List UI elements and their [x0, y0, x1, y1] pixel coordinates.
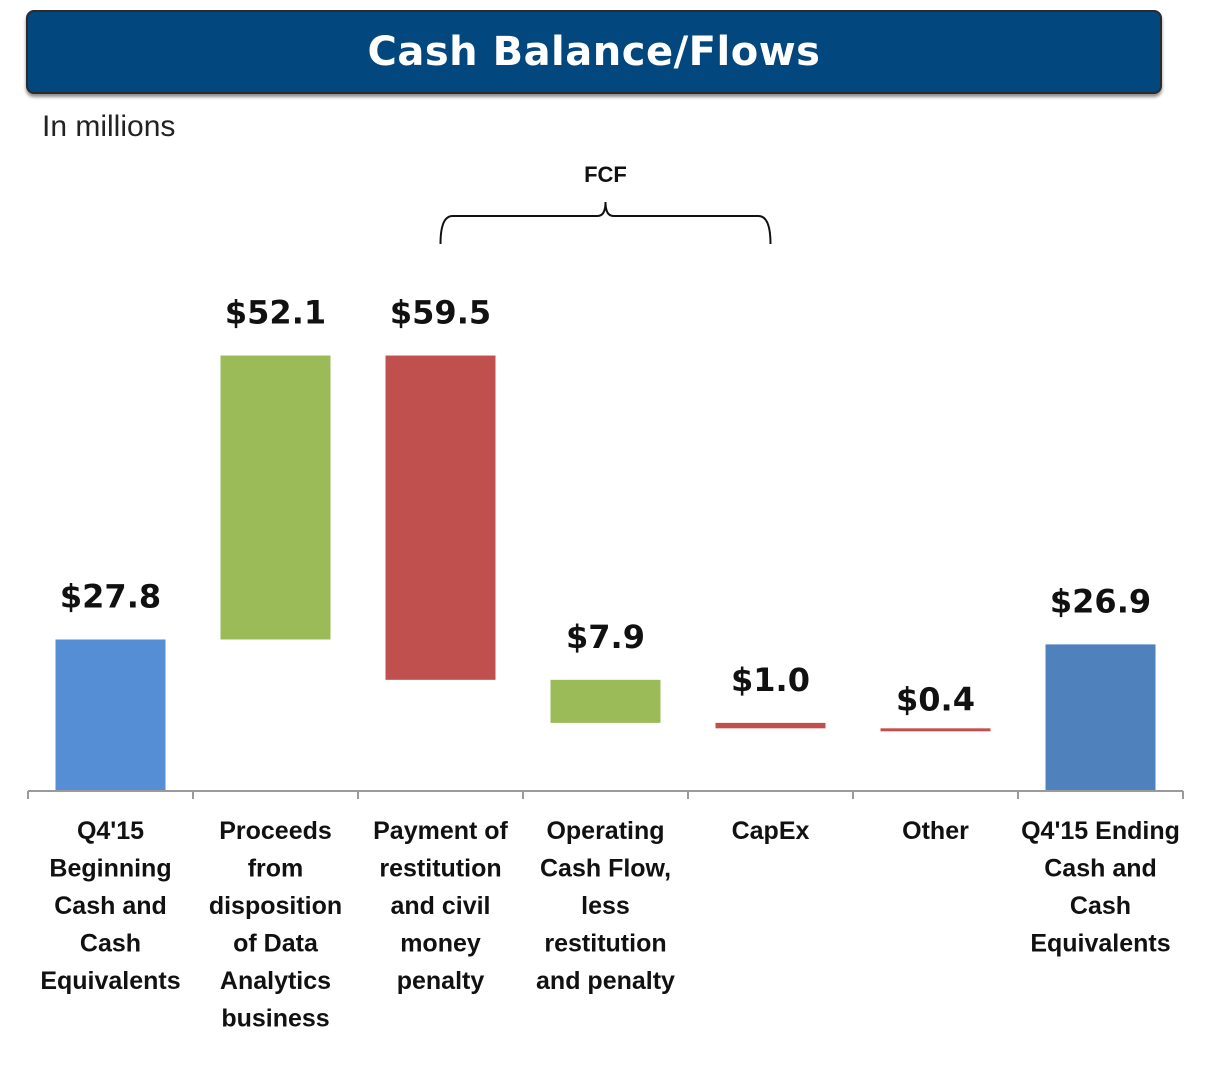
bar-5 [880, 728, 991, 732]
bar-0 [55, 639, 166, 791]
category-label-3: Operating Cash Flow, less restitution and pe… [536, 817, 675, 995]
data-label-2: $59.5 [390, 294, 491, 332]
bar-2 [385, 355, 496, 680]
title-banner: Cash Balance/Flows [26, 10, 1162, 94]
bar-3 [550, 679, 661, 723]
fcf-bracket-label: FCF [584, 162, 627, 187]
fcf-bracket [439, 201, 772, 245]
data-label-4: $1.0 [731, 661, 810, 699]
category-label-2: Payment of restitution and civil money penal… [373, 817, 508, 995]
data-label-1: $52.1 [225, 294, 326, 332]
units-note: In millions [42, 110, 176, 143]
bar-1 [220, 355, 331, 640]
category-label-4: CapEx [732, 817, 810, 845]
bar-4 [715, 722, 826, 729]
category-label-6: Q4'15 Ending Cash and Cash Equivalents [1021, 817, 1180, 958]
data-label-3: $7.9 [566, 618, 645, 656]
data-label-0: $27.8 [60, 577, 161, 615]
category-label-1: Proceeds from disposition of Data Analytics b… [209, 817, 342, 1033]
data-label-6: $26.9 [1050, 582, 1151, 620]
category-label-0: Q4'15 Beginning Cash and Cash Equivalents [40, 817, 180, 995]
bar-6 [1045, 644, 1156, 791]
category-label-5: Other [902, 817, 969, 845]
chart-title: Cash Balance/Flows [367, 29, 821, 75]
data-label-5: $0.4 [896, 680, 975, 718]
